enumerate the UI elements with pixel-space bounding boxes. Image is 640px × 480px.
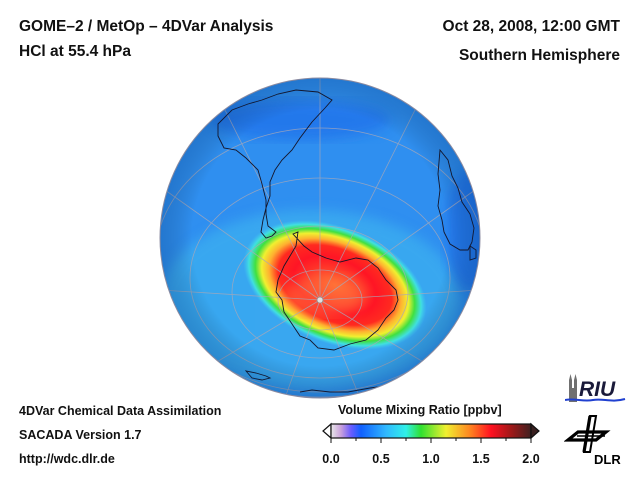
title-line-2: HCl at 55.4 hPa (19, 43, 131, 60)
colorbar-extend-low (322, 422, 332, 440)
colorbar-tick-label: 0.5 (372, 452, 390, 466)
river-line-icon (565, 398, 626, 402)
dlr-logo-text: DLR (594, 452, 621, 467)
footer-line-1: 4DVar Chemical Data Assimilation (19, 404, 222, 418)
globe-outline (159, 77, 481, 399)
colorbar-title: Volume Mixing Ratio [ppbv] (338, 403, 502, 417)
title-line-1: GOME–2 / MetOp – 4DVar Analysis (19, 18, 274, 35)
colorbar-tick-label: 2.0 (522, 452, 540, 466)
cathedral-icon (569, 374, 577, 402)
footer-link[interactable]: http://wdc.dlr.de (19, 452, 115, 466)
footer-line-2: SACADA Version 1.7 (19, 428, 142, 442)
dlr-logo: DLR (564, 415, 621, 467)
colorbar-gradient (330, 423, 532, 439)
hemisphere-label: Southern Hemisphere (458, 47, 620, 64)
globe-shading (160, 78, 480, 398)
riu-logo: RIU (565, 374, 626, 402)
colorbar-extend-high (530, 422, 540, 440)
colorbar-tick-label: 1.5 (472, 452, 490, 466)
riu-logo-text: RIU (579, 378, 616, 401)
date-label: Oct 28, 2008, 12:00 GMT (442, 18, 620, 35)
dlr-emblem-icon (564, 415, 611, 453)
colorbar-tick-label: 0.0 (322, 452, 340, 466)
colorbar-tick-label: 1.0 (422, 452, 440, 466)
